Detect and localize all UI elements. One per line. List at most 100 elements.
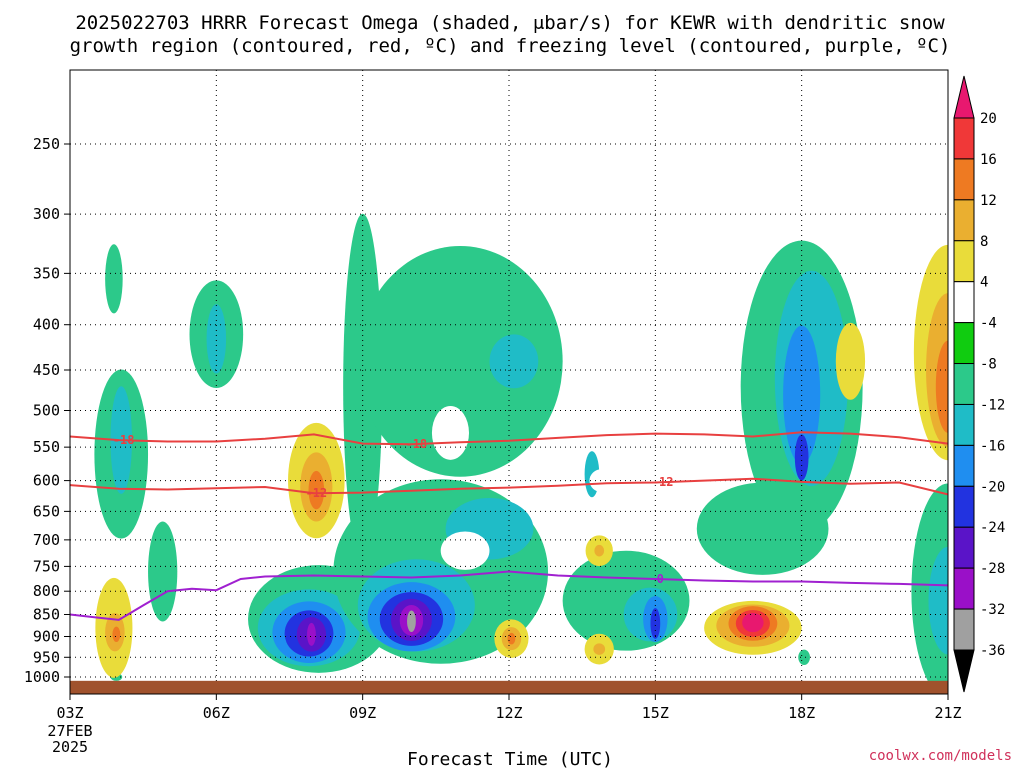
x-tick-label-09Z: 09Z <box>349 704 376 722</box>
omega-region--28 <box>307 622 316 646</box>
ground-bar <box>70 680 948 694</box>
omega-negative-shading <box>94 213 948 694</box>
contour-label: -12 <box>652 475 674 489</box>
colorbar-swatch <box>953 281 975 324</box>
colorbar-tick-label: 4 <box>980 275 988 291</box>
y-tick-label-450: 450 <box>33 361 60 379</box>
y-tick-label-350: 350 <box>33 264 60 282</box>
y-tick-label-750: 750 <box>33 557 60 575</box>
y-axis-ticks: 250 300 350 400 450 500 550 600 650 700 750 800 850 9… <box>24 135 70 686</box>
colorbar-tick-label: 8 <box>980 234 988 250</box>
y-tick-label-850: 850 <box>33 606 60 624</box>
omega-region--12 <box>489 334 539 389</box>
colorbar-swatch <box>953 567 975 610</box>
y-tick-label-250: 250 <box>33 135 60 153</box>
colorbar-tick-label: 20 <box>980 111 997 127</box>
credit-text: coolwx.com/models <box>869 748 1012 764</box>
colorbar-tick-label: -24 <box>980 520 1005 536</box>
x-tick-label-21Z: 21Z <box>934 704 961 722</box>
contour-line--12 <box>70 477 948 496</box>
omega-positive-shading <box>95 244 948 678</box>
omega-zero-holes <box>431 405 614 570</box>
y-tick-label-900: 900 <box>33 627 60 645</box>
y-tick-label-300: 300 <box>33 205 60 223</box>
omega-region--12 <box>206 304 227 374</box>
colorbar-tick-label: -36 <box>980 643 1005 659</box>
colorbar-top-arrow <box>953 75 975 119</box>
x-tick-label-15Z: 15Z <box>642 704 669 722</box>
colorbar-tick-label: -4 <box>980 316 997 332</box>
colorbar-tick-label: 12 <box>980 193 997 209</box>
colorbar-swatch <box>953 526 975 569</box>
colorbar-swatch <box>953 403 975 446</box>
omega-region-8 <box>594 544 605 557</box>
x-axis-label: Forecast Time (UTC) <box>407 749 613 768</box>
contour-line--18 <box>70 431 948 446</box>
colorbar-tick-label: -32 <box>980 602 1005 618</box>
omega-near-zero-region <box>431 405 470 460</box>
contour-label: -18 <box>405 437 427 451</box>
y-tick-label-800: 800 <box>33 582 60 600</box>
colorbar-swatch <box>953 363 975 405</box>
y-tick-label-500: 500 <box>33 402 60 420</box>
y-tick-label-1000: 1000 <box>24 668 60 686</box>
omega-region--20 <box>650 608 661 639</box>
colorbar-swatch <box>953 117 975 160</box>
colorbar-swatch <box>953 240 975 283</box>
colorbar-bottom-arrow <box>953 649 975 693</box>
omega-region-8 <box>593 643 606 655</box>
colorbar-swatch <box>953 608 975 651</box>
colorbar-swatch <box>953 199 975 242</box>
omega-region-20 <box>742 612 764 633</box>
omega-near-zero-region <box>440 531 490 570</box>
x-tick-label-18Z: 18Z <box>788 704 815 722</box>
ground-terrain <box>70 680 948 694</box>
colorbar-tick-label: -16 <box>980 438 1005 454</box>
chart-title-line2: growth region (contoured, red, ºC) and f… <box>70 35 951 57</box>
colorbar-swatch <box>953 158 975 201</box>
contour-label: -12 <box>305 486 327 500</box>
x-tick-label-03Z: 03Z <box>56 704 83 722</box>
omega-near-zero-region <box>589 469 614 493</box>
omega-region--32 <box>407 610 416 633</box>
omega-region-4 <box>835 322 866 400</box>
colorbar-swatch <box>953 322 975 365</box>
contour-line-0 <box>70 570 948 621</box>
contour-lines: -18 -18 -12 -12 0 <box>70 431 948 621</box>
omega-region--8 <box>148 521 178 622</box>
omega-region-12 <box>507 632 516 645</box>
colorbar-tick-label: -28 <box>980 561 1005 577</box>
colorbar-tick-label: -12 <box>980 397 1005 413</box>
omega-region--20 <box>794 434 809 481</box>
omega-region--12 <box>928 546 948 655</box>
x-tick-sublabel: 27FEB <box>47 722 92 740</box>
y-tick-label-400: 400 <box>33 316 60 334</box>
colorbar: 20 16 12 8 4 -4 -8 -12 -16 -20 -24 -28 -32 -36 <box>953 75 1005 693</box>
colorbar-swatch <box>953 485 975 528</box>
omega-region--8 <box>696 482 829 575</box>
omega-region-12 <box>112 626 121 643</box>
contour-label: 0 <box>657 572 664 586</box>
x-tick-sublabel: 2025 <box>52 738 88 756</box>
plot-area: -18 -18 -12 -12 0 <box>70 70 948 694</box>
y-tick-label-600: 600 <box>33 472 60 490</box>
colorbar-swatch <box>953 444 975 487</box>
y-tick-label-550: 550 <box>33 438 60 456</box>
y-tick-label-950: 950 <box>33 648 60 666</box>
y-tick-label-650: 650 <box>33 502 60 520</box>
colorbar-tick-label: -8 <box>980 357 997 373</box>
chart-title-line1: 2025022703 HRRR Forecast Omega (shaded, … <box>75 12 945 34</box>
omega-region--8 <box>357 246 563 477</box>
omega-region--16 <box>783 325 821 465</box>
omega-region--8 <box>105 244 123 314</box>
omega-region--8 <box>798 649 810 665</box>
colorbar-tick-label: -20 <box>980 479 1005 495</box>
x-tick-label-12Z: 12Z <box>495 704 522 722</box>
colorbar-tick-label: 16 <box>980 152 997 168</box>
omega-region-12 <box>935 340 948 433</box>
contour-label: -18 <box>113 433 135 447</box>
y-tick-label-700: 700 <box>33 531 60 549</box>
x-tick-label-06Z: 06Z <box>203 704 230 722</box>
